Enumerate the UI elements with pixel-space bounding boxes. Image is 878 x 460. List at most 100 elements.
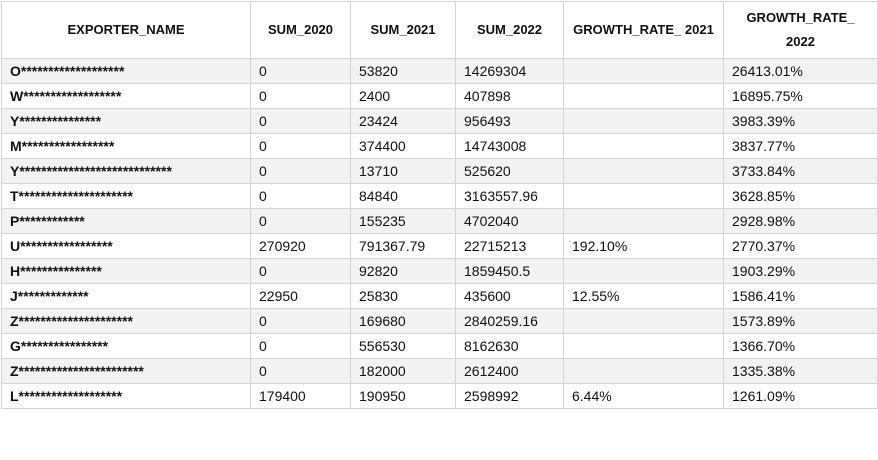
- header-cell: SUM_2020: [250, 1, 351, 59]
- value-cell: 1335.38%: [723, 358, 878, 384]
- table-body: O******************* 0 53820 14269304 26413.…: [1, 58, 878, 409]
- exporter-name: T*********************: [1, 183, 251, 209]
- table-row: O******************* 0 53820 14269304 26413.…: [1, 58, 878, 84]
- table-row: H*************** 0 92820 1859450.5 1903.29%: [1, 258, 878, 284]
- value-cell: 3983.39%: [723, 108, 878, 134]
- value-cell: 956493: [455, 108, 564, 134]
- value-cell: 84840: [350, 183, 456, 209]
- value-cell: 2612400: [455, 358, 564, 384]
- value-cell: 0: [250, 358, 351, 384]
- value-cell: 2840259.16: [455, 308, 564, 334]
- value-cell: 3163557.96: [455, 183, 564, 209]
- table-row: Y**************************** 0 13710 52562…: [1, 158, 878, 184]
- header-cell: GROWTH_RATE_ 2022: [723, 1, 878, 59]
- table-row: Y*************** 0 23424 956493 3983.39%: [1, 108, 878, 134]
- value-cell: 155235: [350, 208, 456, 234]
- value-cell: 0: [250, 108, 351, 134]
- value-cell: 1859450.5: [455, 258, 564, 284]
- value-cell: 16895.75%: [723, 83, 878, 109]
- value-cell: 3733.84%: [723, 158, 878, 184]
- table-row: W****************** 0 2400 407898 16895.75%: [1, 83, 878, 109]
- value-cell: [563, 108, 724, 134]
- header-cell: SUM_2021: [350, 1, 456, 59]
- value-cell: 13710: [350, 158, 456, 184]
- value-cell: 1586.41%: [723, 283, 878, 309]
- value-cell: 0: [250, 258, 351, 284]
- value-cell: 407898: [455, 83, 564, 109]
- value-cell: 0: [250, 133, 351, 159]
- exporter-name: U*****************: [1, 233, 251, 259]
- value-cell: 1573.89%: [723, 308, 878, 334]
- value-cell: 0: [250, 158, 351, 184]
- table-row: L******************* 179400 190950 2598992 6…: [1, 383, 878, 409]
- table-row: P************ 0 155235 4702040 2928.98%: [1, 208, 878, 234]
- header-cell: SUM_2022: [455, 1, 564, 59]
- table-row: T********************* 0 84840 3163557.96 36…: [1, 183, 878, 209]
- value-cell: [563, 208, 724, 234]
- value-cell: [563, 258, 724, 284]
- table-row: M***************** 0 374400 14743008 3837.77…: [1, 133, 878, 159]
- value-cell: 0: [250, 308, 351, 334]
- value-cell: 190950: [350, 383, 456, 409]
- exporter-name: O*******************: [1, 58, 251, 84]
- value-cell: 0: [250, 183, 351, 209]
- value-cell: 182000: [350, 358, 456, 384]
- table-row: Z********************* 0 169680 2840259.16 1…: [1, 308, 878, 334]
- exporter-name: Z*********************: [1, 308, 251, 334]
- value-cell: 435600: [455, 283, 564, 309]
- table-row: G**************** 0 556530 8162630 1366.70%: [1, 333, 878, 359]
- value-cell: 2928.98%: [723, 208, 878, 234]
- header-cell: EXPORTER_NAME: [1, 1, 251, 59]
- value-cell: [563, 83, 724, 109]
- value-cell: 192.10%: [563, 233, 724, 259]
- value-cell: [563, 358, 724, 384]
- value-cell: [563, 133, 724, 159]
- value-cell: 179400: [250, 383, 351, 409]
- value-cell: 0: [250, 83, 351, 109]
- table-header: EXPORTER_NAME SUM_2020 SUM_2021 SUM_2022 GRO…: [1, 1, 878, 59]
- value-cell: 22950: [250, 283, 351, 309]
- value-cell: 2400: [350, 83, 456, 109]
- value-cell: 14269304: [455, 58, 564, 84]
- exporter-name: L*******************: [1, 383, 251, 409]
- value-cell: 26413.01%: [723, 58, 878, 84]
- header-row: EXPORTER_NAME SUM_2020 SUM_2021 SUM_2022 GRO…: [1, 1, 878, 59]
- value-cell: 0: [250, 58, 351, 84]
- value-cell: 3837.77%: [723, 133, 878, 159]
- value-cell: [563, 183, 724, 209]
- value-cell: 25830: [350, 283, 456, 309]
- value-cell: 6.44%: [563, 383, 724, 409]
- value-cell: 3628.85%: [723, 183, 878, 209]
- table-row: U***************** 270920 791367.79 2271521…: [1, 233, 878, 259]
- value-cell: 2770.37%: [723, 233, 878, 259]
- exporter-name: W******************: [1, 83, 251, 109]
- value-cell: 791367.79: [350, 233, 456, 259]
- value-cell: 556530: [350, 333, 456, 359]
- value-cell: 525620: [455, 158, 564, 184]
- value-cell: 14743008: [455, 133, 564, 159]
- value-cell: [563, 333, 724, 359]
- value-cell: [563, 58, 724, 84]
- value-cell: 169680: [350, 308, 456, 334]
- value-cell: 0: [250, 333, 351, 359]
- value-cell: 1261.09%: [723, 383, 878, 409]
- exporter-name: P************: [1, 208, 251, 234]
- value-cell: 22715213: [455, 233, 564, 259]
- value-cell: 270920: [250, 233, 351, 259]
- value-cell: 1366.70%: [723, 333, 878, 359]
- value-cell: [563, 158, 724, 184]
- table-row: J************* 22950 25830 435600 12.55% 1586…: [1, 283, 878, 309]
- value-cell: 53820: [350, 58, 456, 84]
- exporter-name: Y****************************: [1, 158, 251, 184]
- value-cell: 12.55%: [563, 283, 724, 309]
- table-row: Z*********************** 0 182000 2612400 13…: [1, 358, 878, 384]
- value-cell: 1903.29%: [723, 258, 878, 284]
- value-cell: 0: [250, 208, 351, 234]
- value-cell: 8162630: [455, 333, 564, 359]
- value-cell: 23424: [350, 108, 456, 134]
- value-cell: 374400: [350, 133, 456, 159]
- value-cell: 4702040: [455, 208, 564, 234]
- value-cell: 92820: [350, 258, 456, 284]
- exporter-name: M*****************: [1, 133, 251, 159]
